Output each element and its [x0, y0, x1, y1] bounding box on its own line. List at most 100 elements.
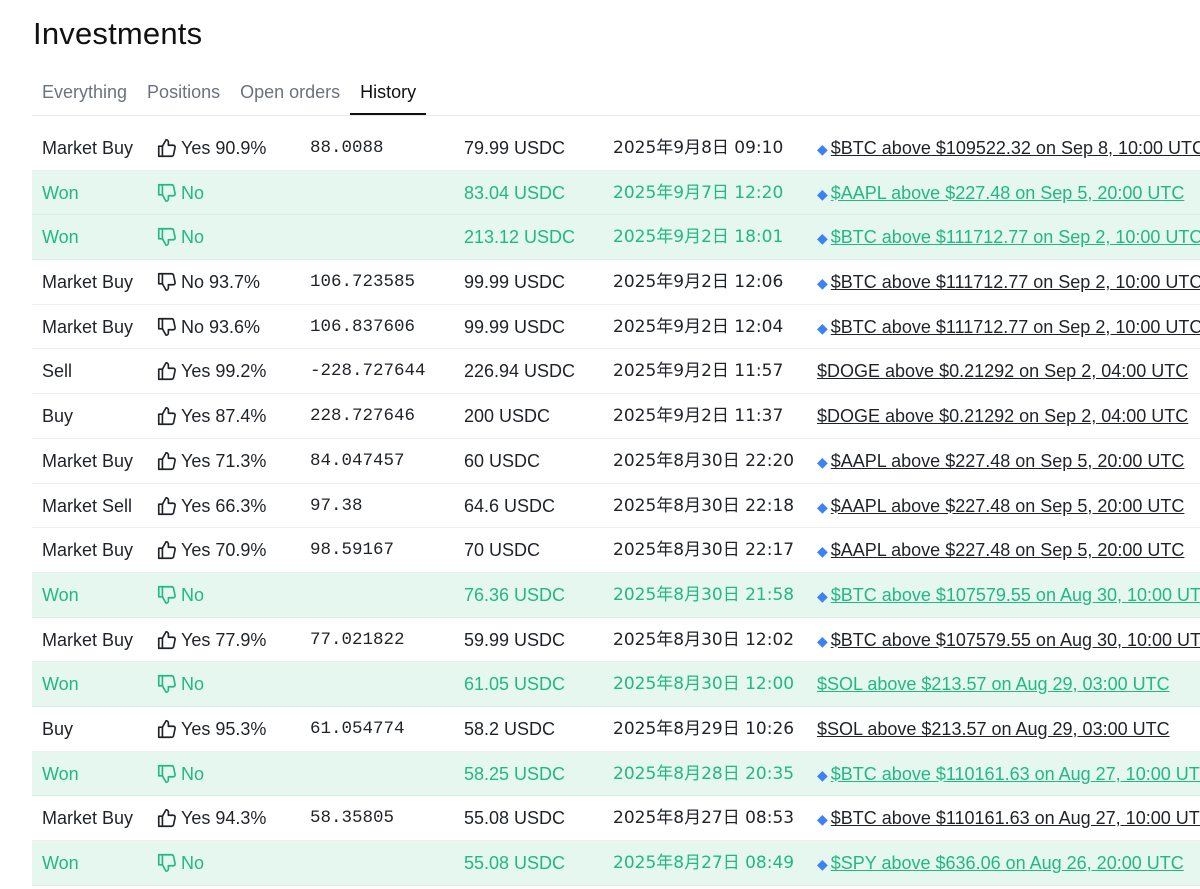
market-title: $BTC above $111712.77 on Sep 2, 10:00 UT… [830, 272, 1200, 293]
shares-value [310, 752, 460, 796]
page-title: Investments [33, 16, 203, 51]
market-link[interactable]: ◆ $BTC above $110161.63 on Aug 27, 10:00 … [817, 796, 1200, 840]
outcome-cell: No [156, 573, 306, 617]
transaction-type: Market Buy [42, 138, 134, 158]
tab-open-orders[interactable]: Open orders [240, 82, 341, 102]
outcome-cell: Yes 99.2% [156, 349, 306, 393]
market-title: $BTC above $107579.55 on Aug 30, 10:00 U… [830, 629, 1200, 650]
market-link[interactable]: ◆ $BTC above $109522.32 on Sep 8, 10:00 U… [817, 126, 1200, 170]
amount-value: 200 USDC [464, 406, 551, 427]
tab-history[interactable]: History [350, 74, 427, 115]
outcome-label: Yes 99.2% [181, 361, 267, 382]
amount-value: 64.6 USDC [464, 495, 556, 516]
market-link[interactable]: ◆ $BTC above $111712.77 on Sep 2, 10:00 U… [817, 260, 1200, 304]
table-row: Won No 58.25 USDC 2025年8月28日 20:35 ◆ $BTC… [32, 751, 1200, 797]
outcome-label: No [181, 182, 205, 203]
outcome-cell: Yes 71.3% [156, 439, 306, 483]
shares-value: 106.837606 [310, 316, 416, 337]
thumbs-down-icon [156, 763, 178, 785]
shares-value: 98.59167 [310, 540, 395, 561]
amount-value: 59.99 USDC [464, 629, 566, 650]
table-row: Market Buy Yes 94.3% 58.35805 55.08 USDC… [32, 796, 1200, 841]
gem-icon: ◆ [817, 498, 828, 515]
gem-icon: ◆ [817, 856, 828, 872]
table-row: Buy Yes 95.3% 61.054774 58.2 USDC 2025年8… [32, 707, 1200, 752]
market-link[interactable]: ◆ $BTC above $107579.55 on Aug 30, 10:00 … [817, 573, 1200, 617]
thumbs-down-icon [156, 584, 178, 606]
amount-value: 226.94 USDC [464, 361, 576, 382]
market-title: $BTC above $111712.77 on Sep 2, 10:00 UT… [830, 316, 1200, 337]
table-row: Market Buy Yes 77.9% 77.021822 59.99 USD… [32, 618, 1200, 663]
timestamp: 2025年9月2日 18:01 [613, 227, 784, 248]
gem-icon: ◆ [817, 632, 828, 649]
thumbs-down-icon [156, 226, 178, 248]
market-title: $DOGE above $0.21292 on Sep 2, 04:00 UTC [817, 406, 1189, 427]
outcome-label: No 93.7% [181, 272, 261, 293]
market-link[interactable]: ◆ $AAPL above $227.48 on Sep 5, 20:00 UTC [817, 439, 1200, 483]
gem-icon: ◆ [817, 766, 828, 783]
amount-value: 83.04 USDC [464, 182, 566, 203]
outcome-cell: No [156, 215, 306, 259]
transaction-type: Market Sell [42, 495, 133, 516]
market-link[interactable]: ◆ $BTC above $110161.63 on Aug 27, 10:00 … [817, 752, 1200, 796]
market-link[interactable]: $SOL above $213.57 on Aug 29, 03:00 UTC [817, 662, 1200, 706]
transaction-type: Won [42, 182, 79, 203]
tab-positions[interactable]: Positions [147, 82, 221, 102]
shares-value: 84.047457 [310, 450, 405, 471]
timestamp: 2025年8月30日 12:02 [613, 629, 795, 650]
market-link[interactable]: ◆ $BTC above $111712.77 on Sep 2, 10:00 U… [817, 305, 1200, 349]
shares-value [310, 171, 460, 215]
market-link[interactable]: ◆ $SPY above $636.06 on Aug 26, 20:00 UTC [817, 841, 1200, 885]
market-link[interactable]: $DOGE above $0.21292 on Sep 2, 04:00 UTC [817, 394, 1200, 438]
amount-value: 61.05 USDC [464, 674, 566, 695]
shares-value [310, 662, 460, 706]
table-row: Won No 83.04 USDC 2025年9月7日 12:20 ◆ $AAPL… [32, 170, 1200, 216]
transaction-type: Sell [42, 361, 73, 382]
market-title: $SPY above $636.06 on Aug 26, 20:00 UTC [830, 853, 1184, 873]
table-row: Market Buy Yes 90.9% 88.0088 79.99 USDC … [32, 126, 1200, 171]
thumbs-up-icon [156, 137, 178, 159]
thumbs-up-icon [156, 360, 178, 382]
timestamp: 2025年8月30日 22:17 [613, 540, 795, 561]
market-link[interactable]: ◆ $AAPL above $227.48 on Sep 5, 20:00 UTC [817, 528, 1200, 572]
gem-icon: ◆ [817, 453, 828, 470]
timestamp: 2025年8月28日 20:35 [613, 763, 795, 784]
shares-value: 88.0088 [310, 138, 384, 158]
gem-icon: ◆ [817, 587, 828, 604]
transaction-type: Buy [42, 406, 74, 427]
market-link[interactable]: ◆ $BTC above $111712.77 on Sep 2, 10:00 U… [817, 215, 1200, 259]
amount-value: 79.99 USDC [464, 138, 566, 158]
market-title: $SOL above $213.57 on Aug 29, 03:00 UTC [817, 718, 1170, 739]
timestamp: 2025年9月8日 09:10 [613, 138, 784, 158]
outcome-label: Yes 66.3% [181, 495, 267, 516]
market-title: $AAPL above $227.48 on Sep 5, 20:00 UTC [830, 495, 1185, 516]
transaction-type: Market Buy [42, 540, 134, 561]
timestamp: 2025年8月30日 22:18 [613, 495, 795, 516]
shares-value: 97.38 [310, 495, 363, 516]
outcome-label: No [181, 674, 205, 695]
market-link[interactable]: $SOL above $213.57 on Aug 29, 03:00 UTC [817, 707, 1200, 751]
market-link[interactable]: $DOGE above $0.21292 on Sep 2, 04:00 UTC [817, 349, 1200, 393]
shares-value: 106.723585 [310, 272, 416, 293]
outcome-cell: Yes 94.3% [156, 796, 306, 840]
timestamp: 2025年8月30日 12:00 [613, 674, 795, 695]
tab-everything[interactable]: Everything [42, 82, 128, 102]
outcome-label: No [181, 853, 205, 873]
market-link[interactable]: ◆ $AAPL above $227.48 on Sep 5, 20:00 UTC [817, 171, 1200, 215]
shares-value [310, 573, 460, 617]
market-link[interactable]: ◆ $AAPL above $227.48 on Sep 5, 20:00 UTC [817, 484, 1200, 528]
outcome-cell: Yes 87.4% [156, 394, 306, 438]
amount-value: 99.99 USDC [464, 316, 566, 337]
table-row: Won No 76.36 USDC 2025年8月30日 21:58 ◆ $BTC… [32, 572, 1200, 618]
outcome-cell: Yes 95.3% [156, 707, 306, 751]
outcome-cell: No 93.6% [156, 305, 306, 349]
timestamp: 2025年9月2日 11:37 [613, 406, 784, 427]
table-row: Market Buy Yes 71.3% 84.047457 60 USDC 2… [32, 439, 1200, 484]
outcome-cell: No [156, 662, 306, 706]
table-row: Won No 55.08 USDC 2025年8月27日 08:49 ◆ $SPY… [32, 841, 1200, 886]
outcome-cell: Yes 70.9% [156, 528, 306, 572]
market-link[interactable]: ◆ $BTC above $107579.55 on Aug 30, 10:00 … [817, 618, 1200, 662]
market-title: $AAPL above $227.48 on Sep 5, 20:00 UTC [830, 540, 1185, 561]
transaction-type: Won [42, 763, 79, 784]
gem-icon: ◆ [817, 543, 828, 560]
